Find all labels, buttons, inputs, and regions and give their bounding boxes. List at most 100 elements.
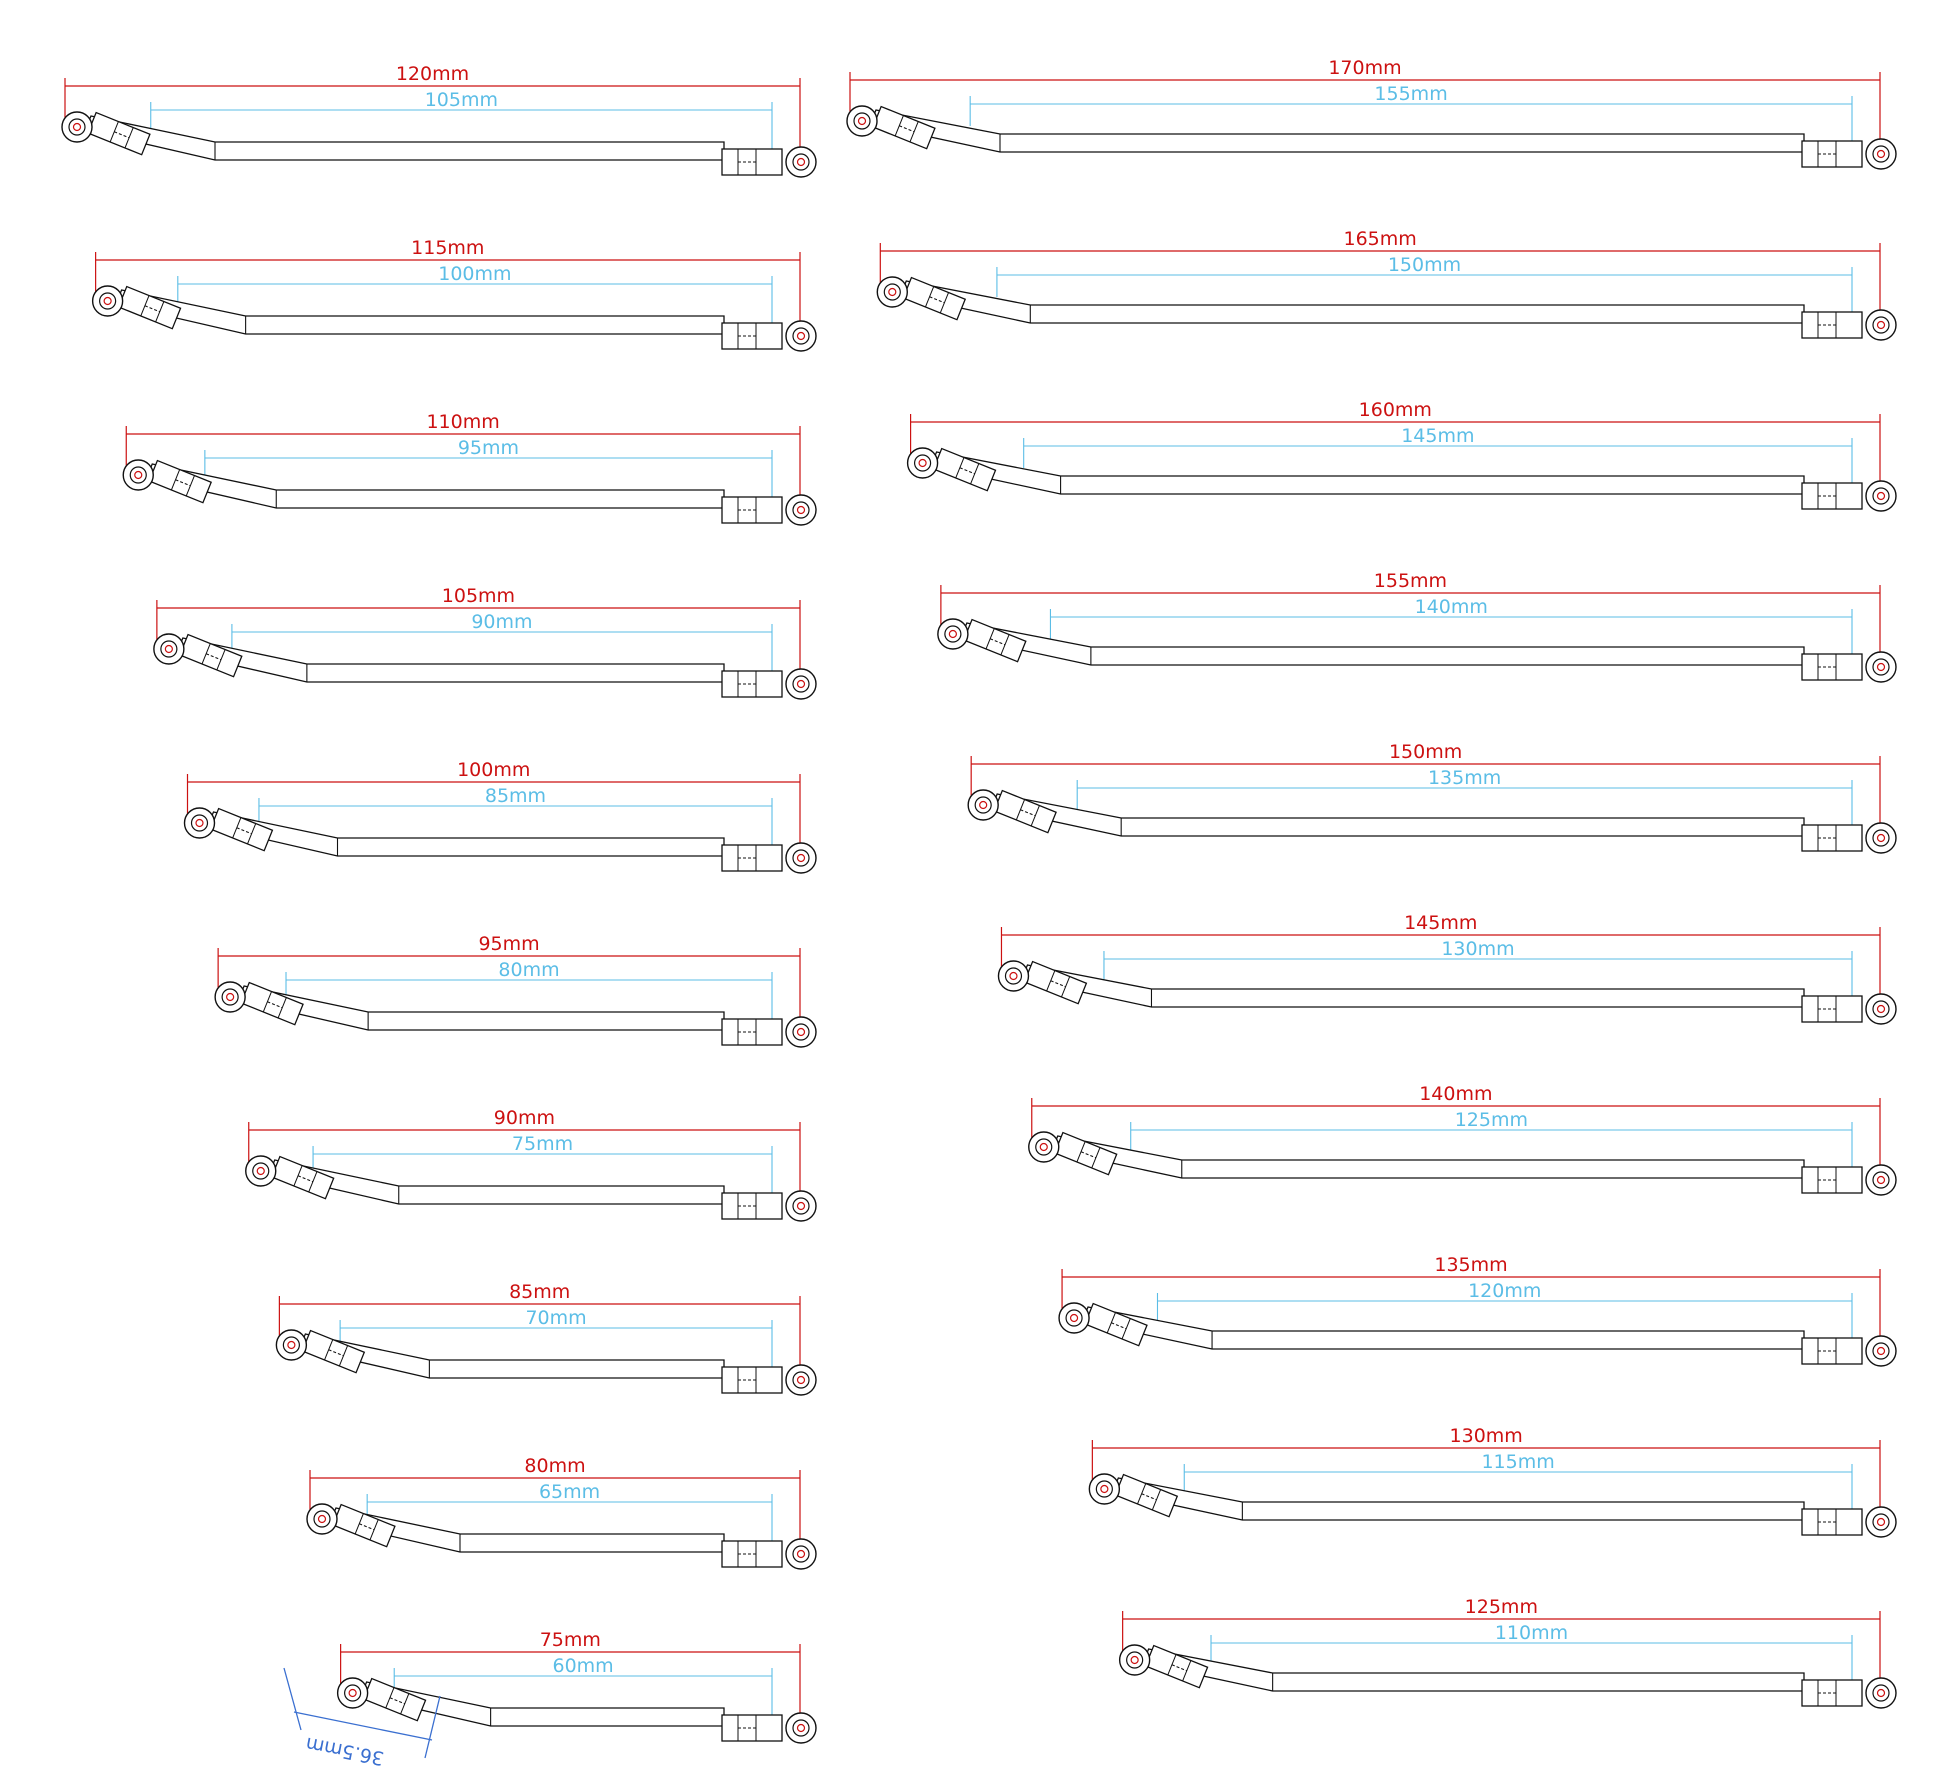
- link-left-0: 120mm 105mm: [61, 63, 817, 178]
- rod-end-eye: [1865, 480, 1897, 512]
- right-sleeve: [1801, 311, 1863, 339]
- left-sleeve: [332, 1503, 396, 1548]
- left-sleeve: [240, 981, 304, 1026]
- left-sleeve: [209, 807, 274, 852]
- link-left-7: 85mm 70mm: [275, 1281, 817, 1396]
- rod-end-eye: [785, 668, 817, 700]
- rod-end-ball: [792, 675, 810, 693]
- rod-end-pivot: [164, 644, 173, 654]
- link-rod-body: [1141, 1648, 1805, 1692]
- rod-end-pivot: [1069, 1313, 1079, 1323]
- link-rod-body: [267, 1159, 725, 1205]
- rod-end-eye: [306, 1503, 338, 1535]
- link-rod-body: [959, 622, 1805, 666]
- left-sleeve-outline: [962, 618, 1027, 663]
- rod-end-pivot: [796, 1375, 806, 1385]
- rod-end-ball: [944, 625, 962, 643]
- rod-end-eye: [1088, 1473, 1121, 1505]
- angled-dimension-ext-left: [283, 1667, 302, 1731]
- rod-end-pivot: [1876, 1346, 1886, 1356]
- rod-end-pivot: [317, 1514, 327, 1524]
- angled-dimension-ext-right: [424, 1695, 441, 1759]
- link-left-8: 80mm 65mm: [306, 1455, 817, 1570]
- outer-dimension-label: 130mm: [1450, 1425, 1523, 1447]
- rod-end-pivot: [1130, 1655, 1139, 1665]
- right-sleeve: [1801, 1508, 1863, 1536]
- outer-dimension-label: 100mm: [457, 759, 530, 781]
- right-sleeve: [721, 1540, 783, 1568]
- link-right-4: 150mm 135mm: [967, 741, 1897, 854]
- rod-end-pivot: [796, 679, 806, 689]
- right-sleeve-outline: [1801, 482, 1863, 510]
- link-rod-body: [237, 985, 725, 1031]
- rod-end-pivot: [948, 629, 957, 639]
- right-sleeve-outline: [721, 844, 783, 872]
- rod-end-ball: [1065, 1309, 1083, 1327]
- link-left-9: 75mm 60mm: [336, 1629, 817, 1744]
- left-sleeve: [362, 1677, 427, 1722]
- rod-end-ball: [1095, 1480, 1113, 1498]
- inner-dimension-label: 115mm: [1481, 1451, 1554, 1473]
- right-sleeve: [1801, 482, 1863, 510]
- left-sleeve: [902, 276, 967, 321]
- link-right-8: 130mm 115mm: [1088, 1425, 1897, 1538]
- right-sleeve: [721, 1366, 783, 1394]
- inner-dimension-label: 140mm: [1415, 596, 1488, 618]
- left-sleeve-outline: [932, 447, 997, 492]
- rod-end-pivot: [796, 1549, 806, 1559]
- outer-dimension-label: 110mm: [426, 411, 499, 433]
- rod-end-ball: [344, 1684, 362, 1702]
- rod-end-eye: [785, 146, 817, 178]
- right-sleeve-outline: [1801, 1679, 1863, 1707]
- rod-end-pivot: [1876, 833, 1886, 843]
- link-left-1: 115mm 100mm: [91, 237, 817, 352]
- left-sleeve: [872, 105, 936, 150]
- rod-end-ball: [792, 153, 810, 171]
- link-left-3: 105mm 90mm: [153, 585, 817, 700]
- link-rod-body: [1020, 964, 1805, 1008]
- right-sleeve-outline: [721, 1714, 783, 1742]
- rod-end-eye: [91, 285, 124, 317]
- left-sleeve-outline: [872, 105, 936, 150]
- rod-end-eye: [122, 459, 154, 491]
- rod-end-pivot: [918, 458, 927, 468]
- inner-dimension-label: 130mm: [1441, 938, 1514, 960]
- inner-dimension-label: 110mm: [1495, 1622, 1568, 1644]
- link-rod-body: [206, 811, 725, 857]
- inner-dimension-label: 125mm: [1455, 1109, 1528, 1131]
- rod-end-ball: [160, 640, 178, 658]
- rod-end-ball: [792, 1371, 810, 1389]
- link-rod-body: [175, 637, 725, 683]
- angled-dimension-label: 36.5mm: [304, 1733, 386, 1770]
- rod-end-pivot: [796, 505, 806, 515]
- right-sleeve: [1801, 995, 1863, 1023]
- rod-end-eye: [336, 1677, 369, 1709]
- rod-end-ball: [792, 1719, 810, 1737]
- rod-end-eye: [1865, 651, 1897, 683]
- rod-end-ball: [252, 1162, 270, 1180]
- rod-end-ball: [99, 292, 117, 310]
- rod-end-eye: [61, 111, 93, 143]
- rod-end-pivot: [1876, 1004, 1886, 1014]
- outer-dimension-label: 115mm: [411, 237, 484, 259]
- right-sleeve-outline: [1801, 1166, 1863, 1194]
- link-right-5: 145mm 130mm: [997, 912, 1897, 1025]
- rod-end-ball: [853, 112, 871, 130]
- rod-end-pivot: [796, 1723, 806, 1733]
- rod-end-ball: [1872, 1000, 1890, 1018]
- outer-dimension-label: 135mm: [1434, 1254, 1507, 1276]
- outer-dimension-label: 170mm: [1328, 57, 1401, 79]
- rod-end-eye: [1118, 1644, 1151, 1676]
- rod-end-pivot: [796, 331, 806, 341]
- left-sleeve: [87, 111, 151, 156]
- inner-dimension-label: 145mm: [1401, 425, 1474, 447]
- link-rod-body: [899, 280, 1805, 324]
- left-sleeve: [148, 459, 213, 504]
- rod-end-ball: [282, 1336, 300, 1354]
- rod-end-eye: [876, 276, 908, 308]
- inner-dimension-label: 120mm: [1468, 1280, 1541, 1302]
- rod-end-ball: [792, 1197, 810, 1215]
- left-sleeve: [117, 285, 182, 330]
- left-sleeve: [270, 1155, 335, 1200]
